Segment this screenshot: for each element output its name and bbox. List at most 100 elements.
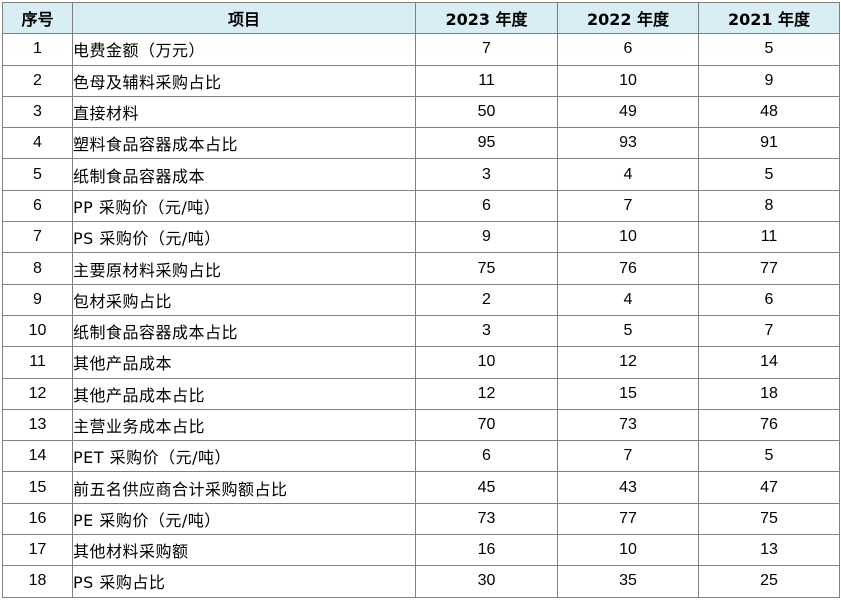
table-row: 9 包材采购占比 2 4 6 xyxy=(2,283,840,316)
row-value-2022-cell: 6 xyxy=(557,33,699,66)
row-seq-cell: 14 xyxy=(2,440,73,473)
row-value-2023-cell: 75 xyxy=(415,252,558,285)
row-value-2022-cell: 7 xyxy=(557,189,699,223)
row-value-2023-cell: 95 xyxy=(415,127,558,160)
row-value-2022-cell: 4 xyxy=(557,158,699,191)
row-value-2022-cell: 35 xyxy=(557,565,699,598)
table-row: 16 PE 采购价（元/吨） 73 77 75 xyxy=(2,502,840,536)
row-value-2021-cell: 91 xyxy=(698,127,840,160)
row-value-2021-cell: 11 xyxy=(698,221,840,254)
header-seq: 序号 xyxy=(2,1,73,35)
row-value-2023-cell: 6 xyxy=(415,440,558,473)
row-value-2022-cell: 10 xyxy=(557,221,699,254)
row-value-2021-cell: 25 xyxy=(698,565,840,598)
row-value-2021-cell: 76 xyxy=(698,408,840,442)
row-value-2021-cell: 7 xyxy=(698,314,840,348)
row-value-2021-cell: 9 xyxy=(698,64,840,97)
row-value-2022-cell: 7 xyxy=(557,440,699,473)
table-row: 14 PET 采购价（元/吨） 6 7 5 xyxy=(2,440,840,473)
row-item-cell: 主营业务成本占比 xyxy=(72,408,416,442)
row-value-2022-cell: 4 xyxy=(557,283,699,316)
row-value-2022-cell: 49 xyxy=(557,95,699,129)
row-seq-cell: 10 xyxy=(2,314,73,348)
row-seq-cell: 4 xyxy=(2,127,73,160)
row-value-2023-cell: 12 xyxy=(415,377,558,410)
row-seq-cell: 15 xyxy=(2,471,73,504)
row-value-2021-cell: 77 xyxy=(698,252,840,285)
row-value-2021-cell: 14 xyxy=(698,346,840,379)
table-row: 10 纸制食品容器成本占比 3 5 7 xyxy=(2,314,840,348)
row-seq-cell: 9 xyxy=(2,283,73,316)
row-item-cell: PE 采购价（元/吨） xyxy=(72,502,416,536)
row-item-cell: 纸制食品容器成本 xyxy=(72,158,416,191)
table-row: 1 电费金额（万元） 7 6 5 xyxy=(2,33,840,66)
row-value-2023-cell: 73 xyxy=(415,502,558,536)
table-row: 4 塑料食品容器成本占比 95 93 91 xyxy=(2,127,840,160)
row-item-cell: PS 采购价（元/吨） xyxy=(72,221,416,254)
row-value-2023-cell: 16 xyxy=(415,534,558,567)
row-value-2022-cell: 12 xyxy=(557,346,699,379)
row-seq-cell: 13 xyxy=(2,408,73,442)
row-value-2023-cell: 3 xyxy=(415,158,558,191)
header-year-2022: 2022 年度 xyxy=(557,1,699,35)
row-seq-cell: 8 xyxy=(2,252,73,285)
table-row: 6 PP 采购价（元/吨） 6 7 8 xyxy=(2,189,840,223)
table-row: 17 其他材料采购额 16 10 13 xyxy=(2,534,840,567)
row-seq-cell: 7 xyxy=(2,221,73,254)
row-item-cell: 其他产品成本占比 xyxy=(72,377,416,410)
data-table: 序号 项目 2023 年度 2022 年度 2021 年度 1 电费金额（万元） 7… xyxy=(2,1,840,598)
row-value-2023-cell: 2 xyxy=(415,283,558,316)
row-item-cell: 主要原材料采购占比 xyxy=(72,252,416,285)
row-value-2023-cell: 11 xyxy=(415,64,558,97)
row-value-2022-cell: 15 xyxy=(557,377,699,410)
row-value-2022-cell: 76 xyxy=(557,252,699,285)
row-seq-cell: 3 xyxy=(2,95,73,129)
row-value-2022-cell: 73 xyxy=(557,408,699,442)
row-value-2023-cell: 7 xyxy=(415,33,558,66)
row-value-2022-cell: 93 xyxy=(557,127,699,160)
row-seq-cell: 2 xyxy=(2,64,73,97)
row-item-cell: 包材采购占比 xyxy=(72,283,416,316)
row-value-2022-cell: 77 xyxy=(557,502,699,536)
row-seq-cell: 5 xyxy=(2,158,73,191)
row-value-2021-cell: 5 xyxy=(698,440,840,473)
table-row: 7 PS 采购价（元/吨） 9 10 11 xyxy=(2,221,840,254)
row-value-2021-cell: 18 xyxy=(698,377,840,410)
row-value-2023-cell: 30 xyxy=(415,565,558,598)
row-item-cell: 其他产品成本 xyxy=(72,346,416,379)
row-seq-cell: 6 xyxy=(2,189,73,223)
row-value-2021-cell: 5 xyxy=(698,33,840,66)
row-seq-cell: 16 xyxy=(2,502,73,536)
row-item-cell: 前五名供应商合计采购额占比 xyxy=(72,471,416,504)
row-value-2023-cell: 70 xyxy=(415,408,558,442)
row-seq-cell: 12 xyxy=(2,377,73,410)
row-item-cell: PET 采购价（元/吨） xyxy=(72,440,416,473)
row-value-2022-cell: 43 xyxy=(557,471,699,504)
row-item-cell: 电费金额（万元） xyxy=(72,33,416,66)
table-row: 18 PS 采购占比 30 35 25 xyxy=(2,565,840,598)
row-item-cell: 塑料食品容器成本占比 xyxy=(72,127,416,160)
table-row: 12 其他产品成本占比 12 15 18 xyxy=(2,377,840,410)
table-row: 3 直接材料 50 49 48 xyxy=(2,95,840,129)
row-item-cell: 纸制食品容器成本占比 xyxy=(72,314,416,348)
row-seq-cell: 1 xyxy=(2,33,73,66)
table-row: 15 前五名供应商合计采购额占比 45 43 47 xyxy=(2,471,840,504)
table-row: 5 纸制食品容器成本 3 4 5 xyxy=(2,158,840,191)
header-year-2021: 2021 年度 xyxy=(698,1,840,35)
header-item: 项目 xyxy=(72,1,416,35)
row-value-2022-cell: 10 xyxy=(557,64,699,97)
row-value-2022-cell: 5 xyxy=(557,314,699,348)
table-header: 序号 项目 2023 年度 2022 年度 2021 年度 xyxy=(2,1,840,35)
row-item-cell: 色母及辅料采购占比 xyxy=(72,64,416,97)
row-value-2022-cell: 10 xyxy=(557,534,699,567)
row-value-2023-cell: 3 xyxy=(415,314,558,348)
row-value-2023-cell: 50 xyxy=(415,95,558,129)
row-value-2021-cell: 75 xyxy=(698,502,840,536)
row-value-2021-cell: 6 xyxy=(698,283,840,316)
header-year-2023: 2023 年度 xyxy=(415,1,558,35)
table-row: 2 色母及辅料采购占比 11 10 9 xyxy=(2,64,840,97)
table-row: 8 主要原材料采购占比 75 76 77 xyxy=(2,252,840,285)
row-item-cell: 直接材料 xyxy=(72,95,416,129)
table-row: 11 其他产品成本 10 12 14 xyxy=(2,346,840,379)
table-body: 1 电费金额（万元） 7 6 5 2 色母及辅料采购占比 11 10 9 3 直接材料 50 49 48 4 塑… xyxy=(2,33,840,598)
